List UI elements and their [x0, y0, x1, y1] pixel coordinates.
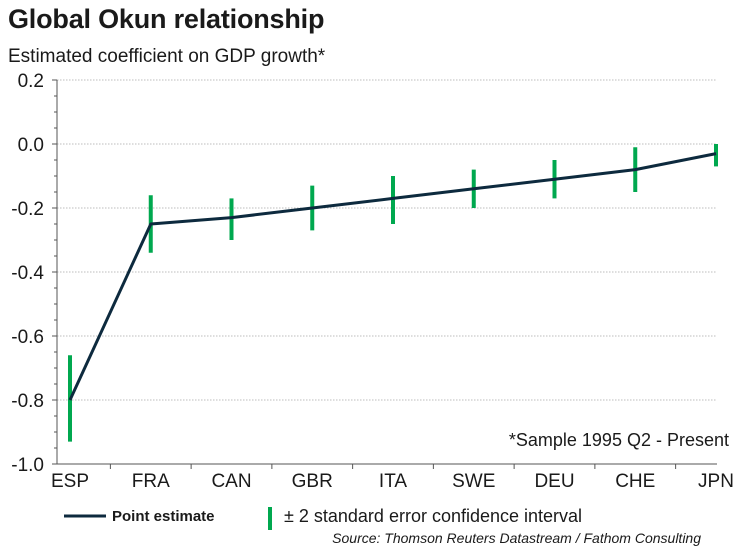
- x-tick-label-ita: ITA: [379, 471, 407, 492]
- y-tick-label: -0.8: [11, 391, 44, 412]
- y-tick-label: -0.2: [11, 199, 44, 220]
- source-note: Source: Thomson Reuters Datastream / Fat…: [332, 530, 701, 546]
- legend-interval-label: ± 2 standard error confidence interval: [284, 506, 582, 526]
- interval-layer: [68, 144, 718, 442]
- label-layer: 0.2 0.0 -0.2 -0.4 -0.6 -0.8 -1.0 ESP FRA CAN GBR IT…: [11, 71, 734, 492]
- sample-annotation: *Sample 1995 Q2 - Present: [509, 430, 729, 450]
- chart-title: Global Okun relationship: [8, 4, 325, 34]
- y-tick-label: -1.0: [11, 455, 44, 476]
- x-tick-label-deu: DEU: [534, 471, 574, 492]
- x-tick-label-swe: SWE: [452, 471, 495, 492]
- legend-point-estimate-label: Point estimate: [112, 508, 215, 525]
- chart-subtitle: Estimated coefficient on GDP growth*: [8, 46, 326, 67]
- grid-layer: [57, 79, 717, 401]
- x-tick-label-gbr: GBR: [292, 471, 333, 492]
- line-layer: [68, 152, 717, 401]
- y-tick-label: 0.0: [18, 135, 44, 156]
- y-tick-label: -0.4: [11, 263, 44, 284]
- y-tick-label: -0.6: [11, 327, 44, 348]
- x-tick-label-che: CHE: [615, 471, 655, 492]
- x-tick-label-jpn: JPN: [698, 471, 734, 492]
- y-tick-label: 0.2: [18, 71, 44, 92]
- x-tick-label-fra: FRA: [132, 471, 170, 492]
- x-tick-label-esp: ESP: [51, 471, 89, 492]
- legend: Point estimate ± 2 standard error confid…: [64, 506, 582, 530]
- axis-layer: [52, 79, 717, 469]
- point-estimate-line: [68, 152, 717, 401]
- x-tick-label-can: CAN: [211, 471, 251, 492]
